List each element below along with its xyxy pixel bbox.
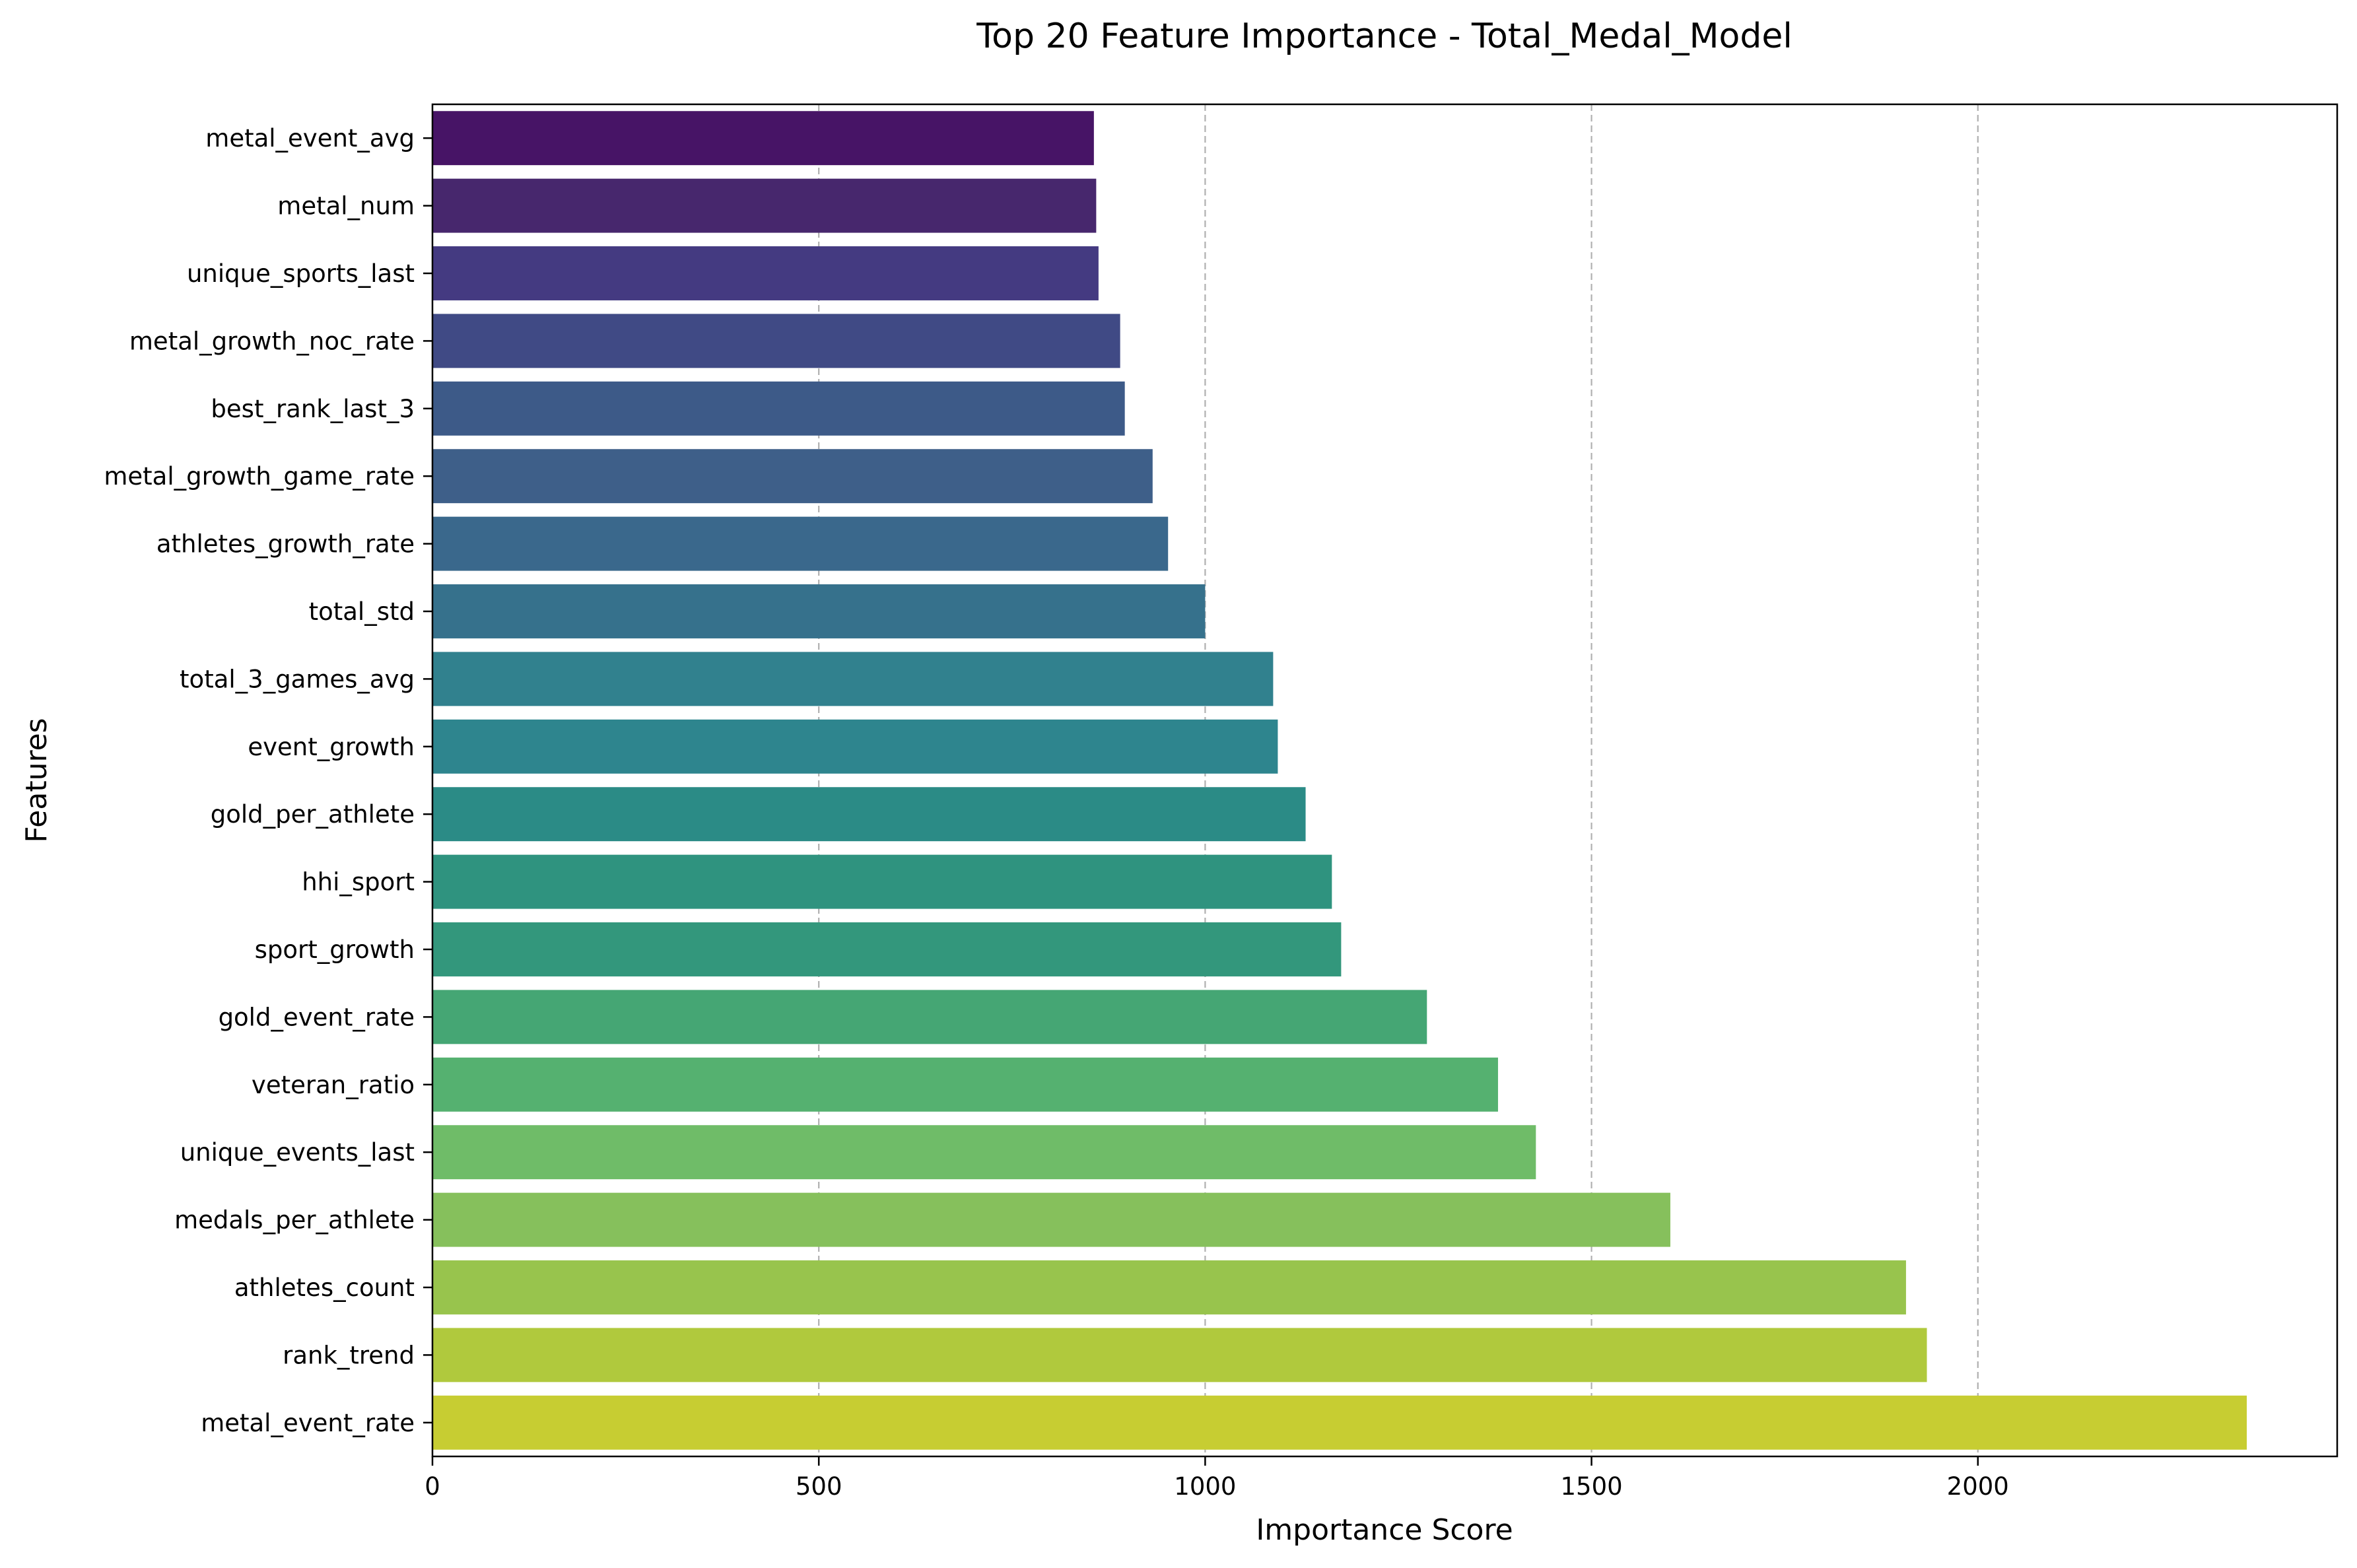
bar-hhi-sport xyxy=(432,854,1332,909)
y-axis-label: Features xyxy=(20,718,53,842)
bar-metal-event-rate xyxy=(432,1395,2247,1450)
y-tick-label: hhi_sport xyxy=(302,868,415,897)
y-tick-label: metal_event_rate xyxy=(201,1409,415,1437)
x-axis-label: Importance Score xyxy=(1256,1513,1513,1547)
bar-metal-growth-noc-rate xyxy=(432,314,1120,368)
bar-best-rank-last-3 xyxy=(432,381,1125,436)
y-tick-label: event_growth xyxy=(248,733,415,761)
y-tick-label: veteran_ratio xyxy=(252,1071,415,1099)
bar-event-growth xyxy=(432,719,1278,774)
y-tick-label: metal_num xyxy=(277,192,415,221)
bar-total-3-games-avg xyxy=(432,652,1274,706)
bar-athletes-growth-rate xyxy=(432,516,1169,571)
bar-medals-per-athlete xyxy=(432,1192,1670,1247)
bar-metal-growth-game-rate xyxy=(432,449,1153,504)
bar-rank-trend xyxy=(432,1328,1927,1382)
x-tick-label: 500 xyxy=(796,1472,842,1501)
y-tick-label: best_rank_last_3 xyxy=(211,395,415,423)
y-tick-label: metal_growth_noc_rate xyxy=(129,327,415,355)
y-tick-label: unique_events_last xyxy=(180,1138,415,1167)
y-tick-label: unique_sports_last xyxy=(187,259,415,288)
x-tick-label: 0 xyxy=(425,1472,440,1501)
bar-gold-per-athlete xyxy=(432,787,1306,842)
bar-veteran-ratio xyxy=(432,1057,1498,1112)
y-tick-label: rank_trend xyxy=(283,1341,415,1369)
bar-athletes-count xyxy=(432,1260,1906,1314)
y-tick-label: athletes_count xyxy=(234,1274,415,1302)
bar-sport-growth xyxy=(432,922,1342,976)
x-tick-label: 1500 xyxy=(1560,1472,1622,1501)
x-tick-label: 1000 xyxy=(1174,1472,1236,1501)
x-tick-label: 2000 xyxy=(1947,1472,2009,1501)
bar-unique-sports-last xyxy=(432,246,1099,300)
bar-gold-event-rate xyxy=(432,990,1427,1044)
y-tick-label: metal_event_avg xyxy=(205,124,415,153)
bar-metal-event-avg xyxy=(432,111,1094,166)
y-tick-label: medals_per_athlete xyxy=(174,1206,415,1235)
bars xyxy=(432,111,2247,1450)
y-tick-label: gold_per_athlete xyxy=(211,800,415,829)
y-tick-label: total_3_games_avg xyxy=(180,665,415,693)
y-ticks: metal_event_avg metal_num unique_sports_la… xyxy=(104,124,432,1437)
y-tick-label: metal_growth_game_rate xyxy=(104,462,415,491)
chart-title: Top 20 Feature Importance - Total_Medal_… xyxy=(976,17,1793,56)
y-tick-label: total_std xyxy=(309,597,415,626)
bar-metal-num xyxy=(432,178,1097,233)
y-tick-label: sport_growth xyxy=(255,936,415,964)
bar-total-std xyxy=(432,584,1206,638)
y-tick-label: athletes_growth_rate xyxy=(156,530,415,559)
x-ticks: 0 500 1000 1500 2000 xyxy=(425,1456,2009,1501)
plot-frame xyxy=(431,103,2339,1458)
y-tick-label: gold_event_rate xyxy=(219,1003,415,1031)
bar-unique-events-last xyxy=(432,1125,1536,1180)
